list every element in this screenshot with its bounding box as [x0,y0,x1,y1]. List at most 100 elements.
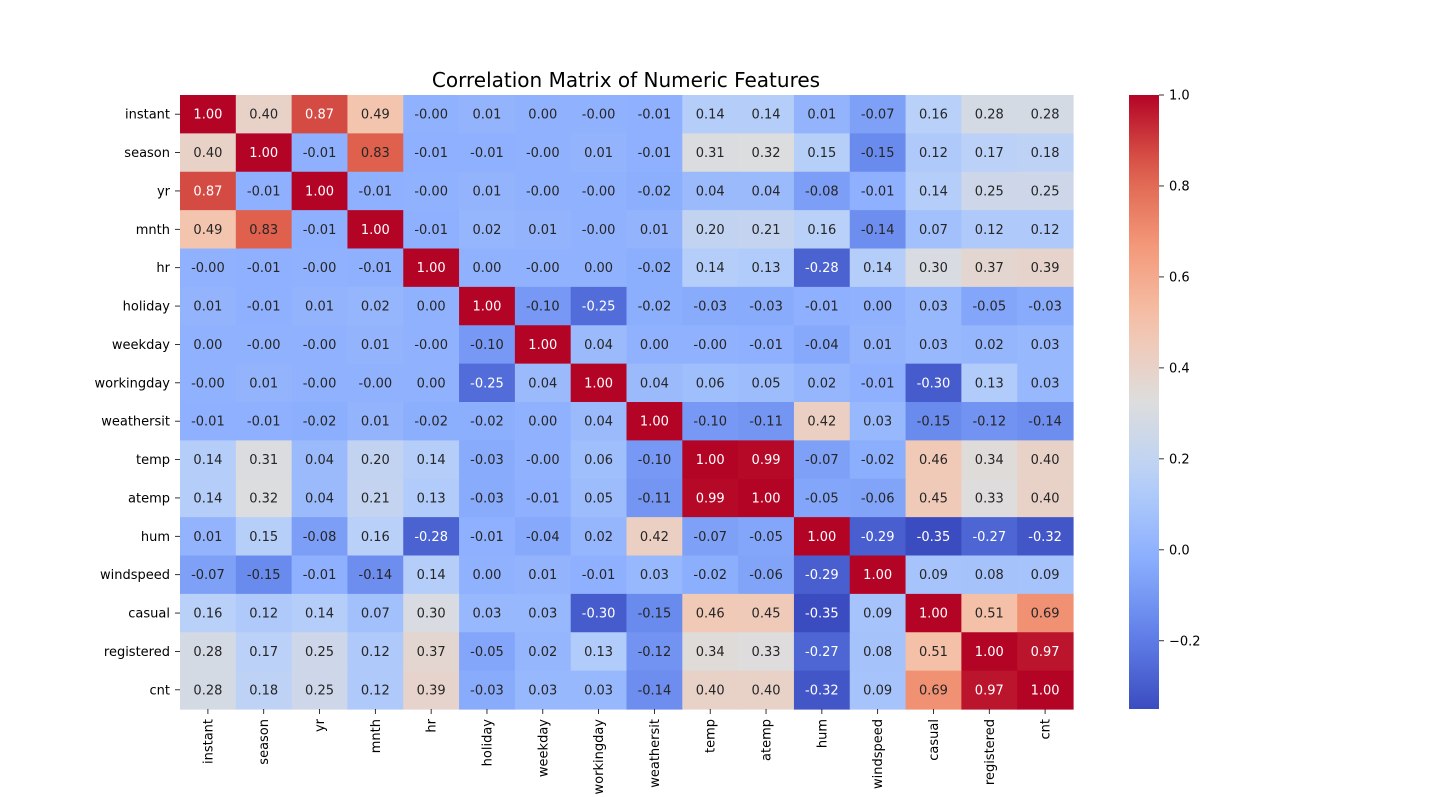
cell-value-label: -0.27 [805,645,839,660]
heatmap-cell [738,402,795,441]
cell-value-label: -0.00 [693,338,727,353]
cell-value-label: -0.00 [526,184,560,199]
heatmap-cell [849,402,907,441]
cell-value-label: -0.11 [638,491,672,506]
y-tick-label: weekday [112,338,170,353]
heatmap-cell [347,171,404,211]
heatmap-cell [1017,210,1074,250]
cell-value-label: 1.00 [640,415,669,430]
x-tick-label: yr [313,718,328,732]
heatmap-cell [682,286,739,326]
heatmap-cell [849,286,907,326]
cell-value-label: 0.40 [1031,453,1060,468]
cell-value-label: 0.00 [863,300,892,315]
cell-value-label: -0.02 [638,184,672,199]
cell-value-label: 0.09 [863,683,892,698]
y-tick-label: casual [128,607,170,622]
cell-value-label: -0.32 [1028,530,1062,545]
heatmap-cell [235,478,293,518]
cell-value-label: -0.27 [972,530,1006,545]
cell-value-label: 0.30 [417,607,446,622]
cell-value-label: 0.18 [249,683,278,698]
heatmap-cell [905,440,962,480]
cell-value-label: -0.02 [303,415,337,430]
cell-value-label: -0.00 [359,376,393,391]
heatmap-cell [626,632,683,672]
heatmap-cell [793,133,851,173]
heatmap-cell [235,402,293,441]
cell-value-label: 0.08 [863,645,892,660]
heatmap-cell [1017,363,1074,403]
heatmap-cell [459,440,516,480]
cell-value-label: 0.34 [696,645,725,660]
heatmap-cell [347,440,404,480]
y-tick-label: registered [104,645,170,660]
heatmap-cell [1017,95,1074,134]
cell-value-label: 0.33 [975,491,1004,506]
heatmap-cell [235,670,293,710]
heatmap-cell [682,440,739,480]
cell-value-label: 0.00 [584,261,613,276]
heatmap-cell [626,248,683,288]
cell-value-label: 0.39 [1031,261,1060,276]
heatmap-cell [682,593,739,633]
cell-value-label: -0.00 [526,261,560,276]
cell-value-label: 0.34 [975,453,1004,468]
colorbar-ticks: 1.0 0.8 0.6 0.4 0.2 0.0 −0.2 [1159,89,1201,649]
heatmap-cell [514,670,572,710]
heatmap-cell [235,286,293,326]
heatmap-cell [235,248,293,288]
cell-value-label: 0.03 [863,415,892,430]
cell-value-label: -0.01 [414,223,448,238]
heatmap-cell [626,478,683,518]
cell-value-label: 0.06 [584,453,613,468]
heatmap-cells: 1.00 0.40 0.87 0.49 -0.00 0.01 0.00 -0.00 -0.01 0… [180,95,1074,710]
heatmap-cell [905,171,962,211]
heatmap-cell [849,670,907,710]
cell-value-label: 0.03 [472,607,501,622]
heatmap-cell [793,440,851,480]
x-tick-label: temp [704,719,719,753]
cell-value-label: 0.01 [472,184,501,199]
cell-value-label: -0.01 [303,146,337,161]
cell-value-label: -0.02 [470,415,504,430]
cell-value-label: 0.04 [528,376,557,391]
cell-value-label: 0.14 [193,453,222,468]
cell-value-label: -0.01 [749,338,783,353]
cell-value-label: -0.05 [805,491,839,506]
cell-value-label: 0.03 [640,568,669,583]
cell-value-label: -0.01 [638,108,672,123]
heatmap-cell [1017,632,1074,672]
heatmap-cell [180,517,237,557]
heatmap-cell [291,632,349,672]
cell-value-label: 0.01 [584,146,613,161]
heatmap-cell [626,440,683,480]
cell-value-label: 0.40 [752,683,781,698]
cell-value-label: 0.17 [975,146,1004,161]
cell-value-label: 0.25 [975,184,1004,199]
cell-value-label: 0.03 [528,683,557,698]
heatmap-cell [961,402,1018,441]
cell-value-label: 0.46 [919,453,948,468]
heatmap-cell [180,478,237,518]
cell-value-label: 1.00 [863,568,892,583]
heatmap-cell [682,632,739,672]
cell-value-label: -0.02 [693,568,727,583]
heatmap-cell [849,632,907,672]
cell-value-label: 0.30 [919,261,948,276]
heatmap-cell [1017,440,1074,480]
heatmap-cell [682,171,739,211]
cell-value-label: 0.16 [919,108,948,123]
cell-value-label: -0.01 [861,184,895,199]
x-tick-label: cnt [1039,719,1054,739]
heatmap-cell [849,363,907,403]
heatmap-cell [1017,555,1074,595]
cell-value-label: -0.01 [470,146,504,161]
heatmap-cell [403,171,460,211]
y-tick-label: cnt [150,683,170,698]
cell-value-label: -0.03 [470,683,504,698]
cell-value-label: 0.97 [975,683,1004,698]
heatmap-cell [403,210,460,250]
cell-value-label: 0.46 [696,607,725,622]
heatmap-cell [570,95,628,134]
